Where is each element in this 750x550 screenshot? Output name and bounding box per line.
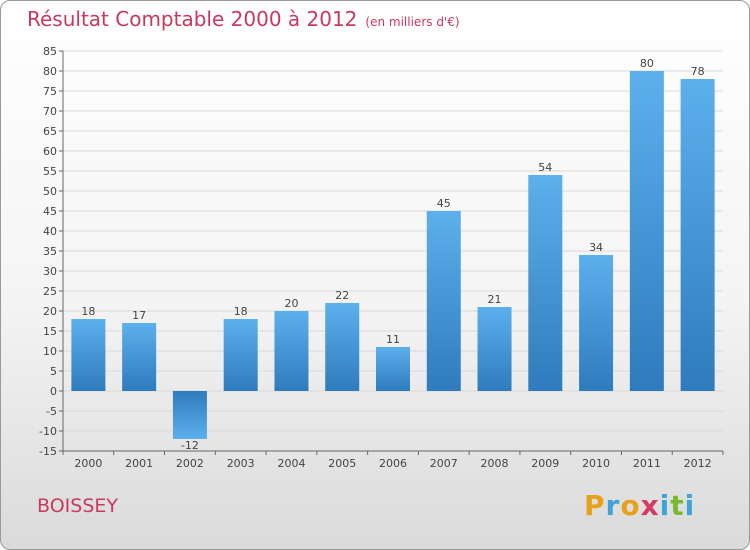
- bar: [680, 79, 715, 391]
- x-tick-label: 2003: [227, 457, 255, 470]
- bar: [629, 71, 664, 391]
- y-tick-label: 65: [43, 125, 57, 138]
- bars: [71, 71, 715, 439]
- x-tick-label: 2001: [125, 457, 153, 470]
- y-tick-label: 50: [43, 185, 57, 198]
- location-name: BOISSEY: [37, 495, 118, 517]
- x-tick-label: 2012: [684, 457, 712, 470]
- y-tick-label: 15: [43, 325, 57, 338]
- bar: [376, 347, 410, 391]
- y-tick-label: 5: [50, 365, 57, 378]
- bar: [122, 323, 157, 391]
- logo-letter: t: [670, 489, 685, 522]
- x-tick-label: 2004: [277, 457, 305, 470]
- bar: [426, 211, 461, 391]
- data-label: 34: [589, 241, 603, 254]
- data-label: 18: [234, 305, 248, 318]
- chart-subtitle: (en milliers d'€): [365, 15, 460, 29]
- y-tick-label: -10: [39, 425, 57, 438]
- y-tick-label: 85: [43, 45, 57, 58]
- bar: [325, 303, 360, 391]
- y-tick-label: 45: [43, 205, 57, 218]
- data-label: 22: [335, 289, 349, 302]
- data-label: 54: [538, 161, 552, 174]
- data-label: -12: [181, 439, 199, 452]
- logo-letter: x: [640, 489, 660, 522]
- data-labels: 18 17 -12 18 20 22 11 45 21 54 34 80 78: [81, 57, 704, 452]
- y-tick-label: 80: [43, 65, 57, 78]
- data-label: 45: [437, 197, 451, 210]
- data-label: 78: [691, 65, 705, 78]
- y-tick-label: 55: [43, 165, 57, 178]
- bar: [223, 319, 258, 391]
- y-tick-label: 0: [50, 385, 57, 398]
- bar: [477, 307, 512, 391]
- bar: [274, 311, 309, 391]
- y-tick-label: 20: [43, 305, 57, 318]
- x-tick-label: 2007: [430, 457, 458, 470]
- y-tick-label: 70: [43, 105, 57, 118]
- logo-letter: r: [605, 489, 621, 522]
- chart-title-text: Résultat Comptable 2000 à 2012: [27, 7, 358, 31]
- x-tick-label: 2011: [633, 457, 661, 470]
- data-label: 11: [386, 333, 400, 346]
- logo-letter: o: [620, 489, 641, 522]
- y-tick-label: 40: [43, 225, 57, 238]
- x-tick-label: 2008: [481, 457, 509, 470]
- y-tick-label: 75: [43, 85, 57, 98]
- logo-letter: i: [659, 489, 671, 522]
- y-tick-label: 25: [43, 285, 57, 298]
- chart-title: Résultat Comptable 2000 à 2012 (en millie…: [27, 7, 460, 31]
- x-tick-label: 2006: [379, 457, 407, 470]
- y-axis-ticks: -15 -10 -5 0 5 10 15 20 25 30 35 40 45 50 55 60 65 70 75 80…: [39, 45, 63, 458]
- bar: [71, 319, 106, 391]
- x-tick-label: 2000: [74, 457, 102, 470]
- data-label: 21: [488, 293, 502, 306]
- y-tick-label: -5: [46, 405, 57, 418]
- data-label: 18: [81, 305, 95, 318]
- data-label: 80: [640, 57, 654, 70]
- bar: [579, 255, 614, 391]
- y-tick-label: 35: [43, 245, 57, 258]
- y-tick-label: -15: [39, 445, 57, 458]
- logo-letter: i: [684, 489, 696, 522]
- proxiti-logo[interactable]: Proxiti: [584, 489, 695, 522]
- x-tick-label: 2005: [328, 457, 356, 470]
- y-tick-label: 10: [43, 345, 57, 358]
- x-tick-label: 2002: [176, 457, 204, 470]
- x-axis-ticks: 2000 2001 2002 2003 2004 2005 2006 2007 2008 2009…: [62, 451, 724, 470]
- y-tick-label: 60: [43, 145, 57, 158]
- x-tick-label: 2010: [582, 457, 610, 470]
- bar: [528, 175, 563, 391]
- logo-letter: P: [584, 489, 606, 522]
- y-tick-label: 30: [43, 265, 57, 278]
- data-label: 20: [284, 297, 298, 310]
- x-tick-label: 2009: [531, 457, 559, 470]
- bar: [172, 391, 207, 439]
- data-label: 17: [132, 309, 146, 322]
